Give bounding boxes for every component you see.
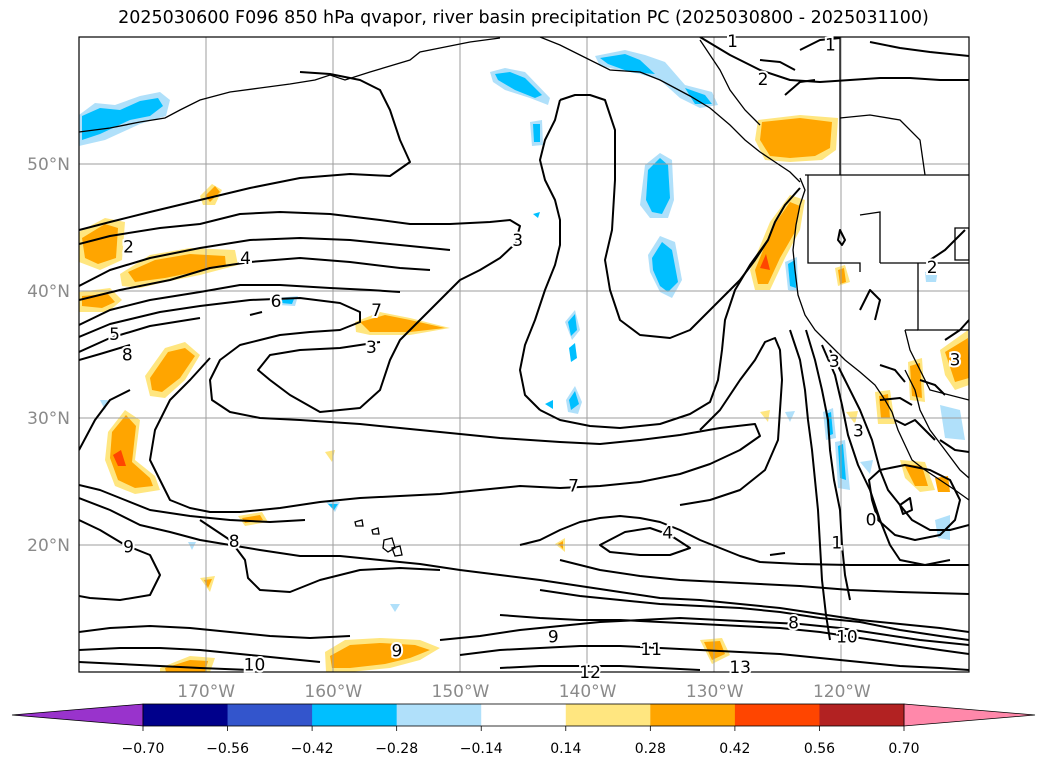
colorbar-tick-label: 0.70 <box>888 741 919 757</box>
contour-label: 9 <box>391 641 402 661</box>
contour-label: 12 <box>579 663 601 683</box>
x-tick-label: 160°W <box>304 682 362 702</box>
colorbar-tick-label: −0.14 <box>460 741 503 757</box>
colorbar-tick-label: −0.42 <box>291 741 334 757</box>
y-tick-label: 50°N <box>27 155 70 175</box>
contour-label: 10 <box>244 655 266 675</box>
contour-label: 4 <box>240 249 251 269</box>
contour-label: 2 <box>927 258 938 278</box>
qvapor-contours <box>79 37 969 671</box>
x-axis-ticks: 170°W 160°W 150°W 140°W 130°W 120°W <box>177 682 871 702</box>
chart-title: 2025030600 F096 850 hPa qvapor, river ba… <box>118 8 929 28</box>
x-tick-label: 120°W <box>813 682 871 702</box>
contour-label: 2 <box>123 238 134 258</box>
colorbar-segment <box>227 704 313 726</box>
contour-label: 1 <box>831 533 842 553</box>
colorbar-segment <box>396 704 482 726</box>
contour-label: 9 <box>548 627 559 647</box>
colorbar-tick-label: 0.28 <box>635 741 666 757</box>
colorbar-tick-label: −0.28 <box>375 741 418 757</box>
y-tick-label: 40°N <box>27 282 70 302</box>
contour-label: 6 <box>271 292 282 312</box>
contour-label: 0 <box>866 511 877 531</box>
contour-label: 8 <box>788 613 799 633</box>
colorbar: −0.70 −0.56 −0.42 −0.28 −0.14 0.14 0.28 0.42 0.5… <box>11 703 1036 757</box>
colorbar-extend-min <box>11 703 144 727</box>
x-tick-label: 150°W <box>432 682 490 702</box>
map-area <box>79 37 969 672</box>
colorbar-segment <box>819 704 905 726</box>
colorbar-segment <box>565 704 651 726</box>
colorbar-segment <box>650 704 736 726</box>
colorbar-segment <box>734 704 820 726</box>
contour-label: 13 <box>729 658 751 678</box>
gridlines <box>79 37 969 672</box>
contour-label: 3 <box>366 338 377 358</box>
contour-label: 3 <box>512 231 523 251</box>
colorbar-tick-label: 0.42 <box>719 741 750 757</box>
y-tick-label: 30°N <box>27 409 70 429</box>
colorbar-outline <box>142 703 905 727</box>
x-tick-label: 170°W <box>177 682 235 702</box>
colorbar-tick-label: 0.14 <box>550 741 581 757</box>
contour-label: 3 <box>829 352 840 372</box>
colorbar-extend-max <box>903 703 1036 727</box>
colorbar-tick-label: −0.70 <box>122 741 165 757</box>
colorbar-segment <box>312 704 398 726</box>
contour-label: 5 <box>109 325 120 345</box>
y-axis-ticks: 50°N 40°N 30°N 20°N <box>27 155 70 556</box>
y-tick-label: 20°N <box>27 536 70 556</box>
contour-label: 7 <box>371 301 382 321</box>
x-tick-label: 130°W <box>686 682 744 702</box>
contour-label: 8 <box>122 346 133 366</box>
contour-label: 7 <box>568 476 579 496</box>
contour-label: 3 <box>853 422 864 442</box>
contour-label: 4 <box>662 523 673 543</box>
colorbar-segment <box>481 704 567 726</box>
contour-label: 2 <box>758 70 769 90</box>
contour-label: 8 <box>229 532 240 552</box>
contour-label: 9 <box>123 537 134 557</box>
shaded-precip-regions <box>79 50 969 672</box>
contour-label: 10 <box>836 627 858 647</box>
x-tick-label: 140°W <box>559 682 617 702</box>
map-frame <box>78 36 970 673</box>
hawaii-islands <box>354 519 403 557</box>
contour-label: 3 <box>950 351 961 371</box>
contour-label: 11 <box>640 640 662 660</box>
colorbar-tick-label: 0.56 <box>804 741 835 757</box>
colorbar-tick-label: −0.56 <box>206 741 249 757</box>
coastlines <box>79 37 969 501</box>
colorbar-segment <box>143 704 229 726</box>
contour-label: 1 <box>727 32 738 52</box>
contour-label: 1 <box>825 36 836 56</box>
